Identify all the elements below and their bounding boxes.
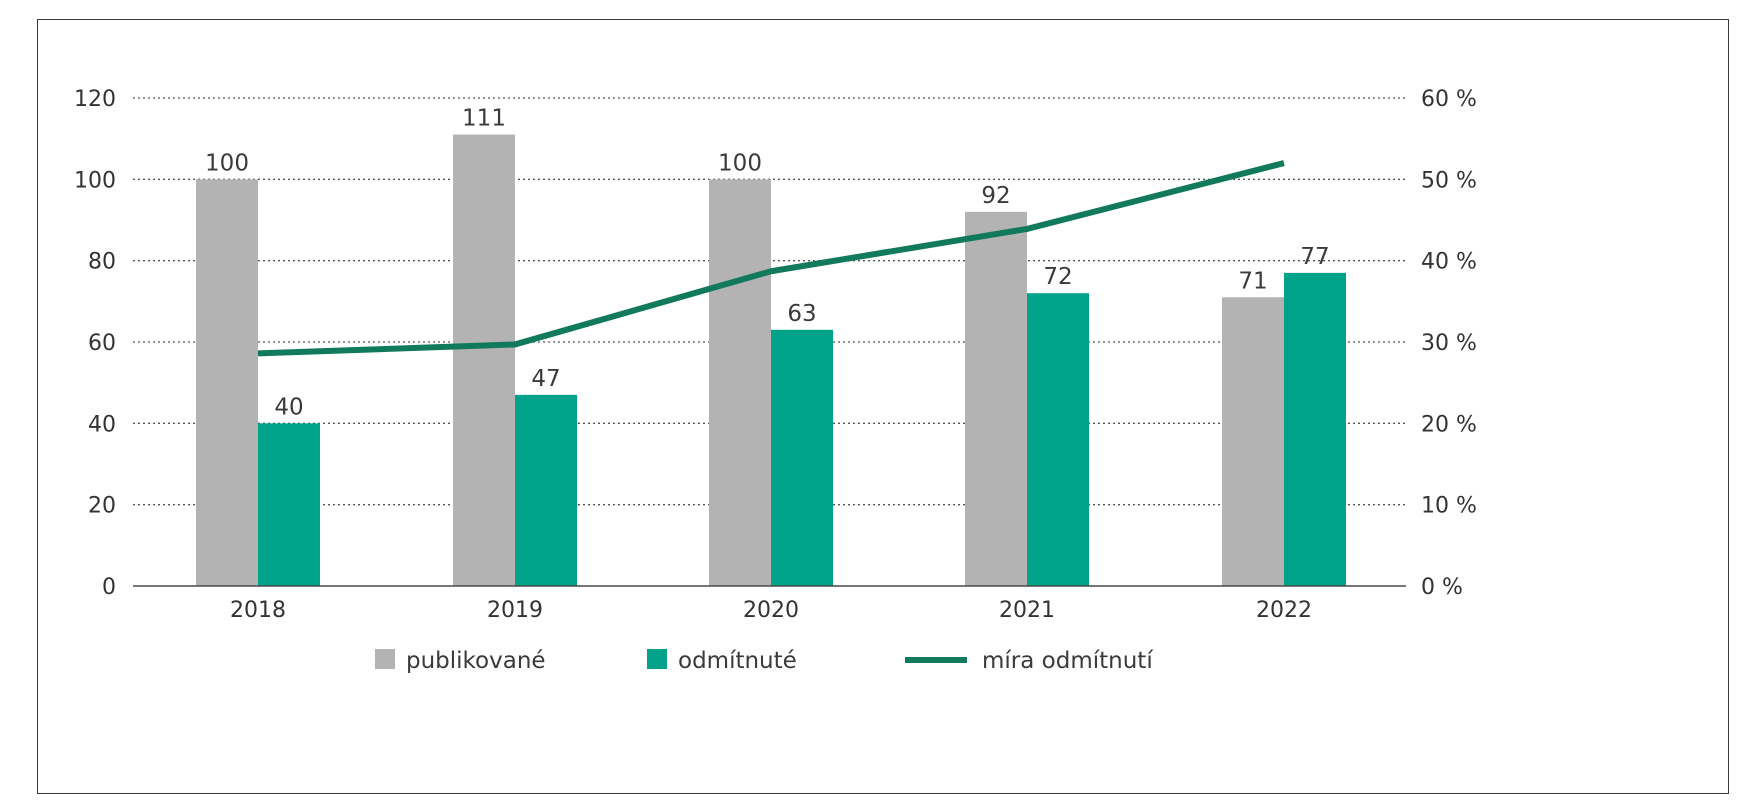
right-tick-label: 30 % bbox=[1421, 331, 1477, 356]
data-label: 47 bbox=[531, 366, 560, 392]
legend-label-mira-odmitnuti: míra odmítnutí bbox=[982, 648, 1153, 674]
bar-publikovane bbox=[709, 179, 771, 587]
legend: publikované odmítnuté míra odmítnutí bbox=[375, 648, 1153, 674]
left-tick-label: 120 bbox=[74, 87, 116, 112]
left-tick-label: 0 bbox=[102, 575, 116, 600]
right-tick-label: 50 % bbox=[1421, 168, 1477, 193]
bar-odmitnute bbox=[1027, 293, 1089, 586]
left-tick-label: 80 bbox=[88, 250, 116, 275]
right-tick-label: 60 % bbox=[1421, 87, 1477, 112]
left-tick-label: 40 bbox=[88, 412, 116, 437]
x-tick-label: 2021 bbox=[999, 598, 1055, 623]
bars bbox=[196, 134, 1346, 587]
x-tick-label: 2022 bbox=[1256, 598, 1312, 623]
x-tick-label: 2020 bbox=[743, 598, 799, 623]
x-tick-label: 2019 bbox=[487, 598, 543, 623]
right-tick-label: 10 % bbox=[1421, 494, 1477, 519]
data-label: 63 bbox=[787, 301, 816, 327]
bar-odmitnute bbox=[258, 423, 320, 586]
data-label: 111 bbox=[462, 106, 506, 132]
x-axis: 2018 2019 2020 2021 2022 bbox=[133, 585, 1406, 623]
left-axis-ticks: 0 20 40 60 80 100 120 bbox=[74, 87, 116, 600]
bar-publikovane bbox=[965, 211, 1027, 586]
bar-publikovane bbox=[196, 179, 258, 587]
legend-label-publikovane: publikované bbox=[406, 648, 546, 674]
left-tick-label: 60 bbox=[88, 331, 116, 356]
chart-svg: 0 20 40 60 80 100 120 0 % 10 % 20 % 30 % 40 % 50 % 6… bbox=[74, 87, 1477, 674]
legend-swatch-odmitnute bbox=[647, 649, 667, 669]
data-label: 100 bbox=[205, 150, 249, 176]
right-axis-ticks: 0 % 10 % 20 % 30 % 40 % 50 % 60 % bbox=[1421, 87, 1477, 600]
left-tick-label: 100 bbox=[74, 168, 116, 193]
data-label: 100 bbox=[718, 150, 762, 176]
x-tick-label: 2018 bbox=[230, 598, 286, 623]
data-label: 40 bbox=[274, 394, 303, 420]
right-tick-label: 20 % bbox=[1421, 412, 1477, 437]
bar-odmitnute bbox=[1284, 272, 1346, 586]
bar-publikovane bbox=[1222, 297, 1284, 586]
data-label: 72 bbox=[1043, 264, 1072, 290]
left-tick-label: 20 bbox=[88, 494, 116, 519]
bar-odmitnute bbox=[771, 329, 833, 586]
right-tick-label: 0 % bbox=[1421, 575, 1463, 600]
data-label: 92 bbox=[981, 183, 1010, 209]
right-tick-label: 40 % bbox=[1421, 250, 1477, 275]
data-label: 71 bbox=[1238, 268, 1267, 294]
legend-label-odmitnute: odmítnuté bbox=[678, 648, 797, 674]
data-labels: 100 40 111 47 100 63 92 72 71 77 bbox=[205, 106, 1330, 421]
bar-publikovane bbox=[453, 134, 515, 586]
bar-odmitnute bbox=[515, 394, 577, 586]
chart-frame: 0 20 40 60 80 100 120 0 % 10 % 20 % 30 % 40 % 50 % 6… bbox=[37, 19, 1729, 794]
legend-swatch-publikovane bbox=[375, 649, 395, 669]
rate-line bbox=[257, 160, 1285, 357]
data-label: 77 bbox=[1300, 244, 1329, 270]
